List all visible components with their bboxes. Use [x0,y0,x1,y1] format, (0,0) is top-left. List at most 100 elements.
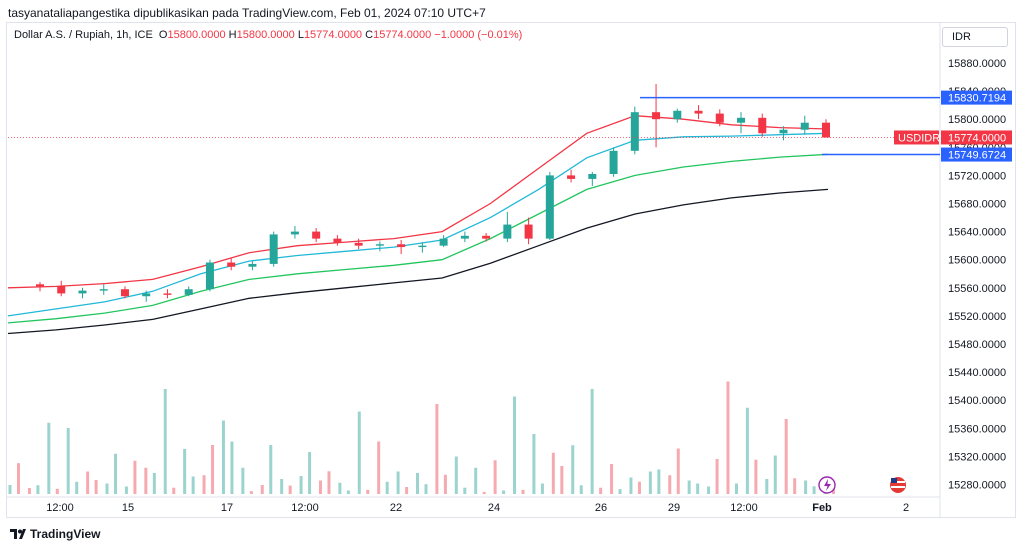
volume-bar [66,428,70,494]
candle-body [673,110,682,120]
open-value: 15800.0000 [167,29,226,41]
candle-body [503,224,512,239]
candle-body [375,244,384,246]
candle-body [142,293,151,297]
low-value: 15774.0000 [303,29,363,41]
close-label: C [365,29,374,41]
volume-bar [513,396,517,494]
volume-bar [36,485,40,494]
volume-bar [308,452,312,494]
candle-body [312,231,321,239]
volume-bar [17,463,20,494]
candle-body [694,110,703,114]
volume-bar [773,455,777,494]
high-value: 15800.0000 [236,29,295,41]
candle-body [588,173,597,179]
volume-bar [571,445,575,494]
volume-bar [648,471,652,494]
x-tick-label: 29 [668,502,680,514]
candle-body [567,175,576,179]
resistance-price-badge-bg [941,90,1012,105]
candle-body [36,284,44,287]
volume-bar [114,453,118,494]
volume-bar [521,489,525,494]
y-tick-label: 15560.0000 [948,283,1006,295]
volume-bar [540,483,544,494]
volume-bar [629,477,633,494]
y-tick-label: 15720.0000 [948,170,1006,182]
candle-body [482,235,491,239]
volume-bar [133,460,137,494]
x-tick-label: 24 [488,502,500,514]
volume-bar [202,475,206,494]
volume-bar [357,411,361,494]
volume-bar [152,473,156,494]
volume-bar [172,487,176,494]
symbol-badge: USDIDR [898,132,940,144]
us-flag-stripe-icon [891,486,905,488]
volume-bar [55,488,59,494]
volume-bar [288,485,292,494]
volume-bar [715,459,719,494]
volume-bar [793,478,797,494]
tradingview-footer: TradingView [10,527,100,541]
candle-body [418,245,427,248]
ema-line-slow [7,153,829,324]
volume-bar [804,480,808,494]
ohlc-legend: Dollar A.S. / Rupiah, 1h, ICE O15800.000… [14,29,522,41]
y-tick-label: 15600.0000 [948,255,1006,267]
candle-body [800,122,809,130]
volume-bar [734,483,738,494]
resistance-price-badge: 15830.7194 [948,93,1006,105]
volume-bar [599,487,603,494]
candle-body [333,238,342,243]
candle-body [248,263,257,267]
volume-bar [366,489,370,494]
volume-bar [318,480,322,494]
volume-bar [637,481,641,494]
candle-body [779,129,788,134]
y-tick-label: 15440.0000 [948,367,1006,379]
volume-bar [75,481,79,494]
candle-body [652,112,661,120]
last-price-badge: 15774.0000 [948,132,1006,144]
volume-bar [493,460,497,494]
y-tick-label: 15680.0000 [948,199,1006,211]
candle-body [439,238,448,246]
volume-bar [590,389,594,494]
candle-body [78,290,87,294]
ema-line-fast [7,115,829,289]
high-label: H [228,29,237,41]
x-tick-label: 2 [903,502,909,514]
x-tick-label: 17 [221,502,233,514]
volume-bar [443,474,447,494]
volume-bar [707,486,711,494]
footer-brand: TradingView [30,527,101,541]
x-tick-label: 22 [390,502,402,514]
candle-body [822,122,830,138]
publisher-byline: tasyanataliapangestika dipublikasikan pa… [8,6,486,20]
volume-bar [8,485,12,494]
volume-bar [482,491,486,494]
volume-bar [726,381,730,494]
chart-frame [6,22,1016,518]
y-tick-label: 15480.0000 [948,339,1006,351]
change-value: −1.0000 (−0.01%) [434,29,523,41]
volume-bar [346,490,350,494]
tradingview-logo-icon [10,528,26,539]
currency-selector[interactable]: IDR [942,27,1008,47]
volume-bar [454,456,458,494]
candle-body [269,234,278,264]
candle-body [545,175,554,239]
candle-body [460,235,469,239]
volume-bar [338,482,342,494]
low-label: L [297,29,304,41]
y-tick-label: 15280.0000 [948,480,1006,492]
us-flag-canton-icon [891,478,897,483]
candle-body [397,244,406,248]
volume-bar [424,484,428,494]
x-tick-label: Feb [812,502,832,514]
y-tick-label: 15360.0000 [948,423,1006,435]
candle-body [205,262,214,290]
